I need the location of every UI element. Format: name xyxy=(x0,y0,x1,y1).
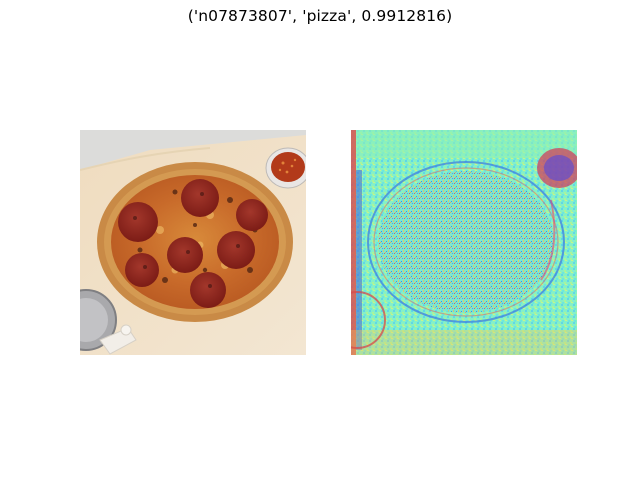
pizza-photo xyxy=(80,130,306,355)
saliency-heatmap xyxy=(351,130,577,355)
chili-flakes-bowl xyxy=(265,147,306,189)
figure-title: ('n07873807', 'pizza', 0.9912816) xyxy=(187,7,453,25)
saliency-heatmap-illustration xyxy=(351,130,577,355)
pepperoni-slices xyxy=(118,179,268,308)
pizza-cutter xyxy=(80,289,137,355)
pizza-photo-illustration xyxy=(80,130,306,355)
